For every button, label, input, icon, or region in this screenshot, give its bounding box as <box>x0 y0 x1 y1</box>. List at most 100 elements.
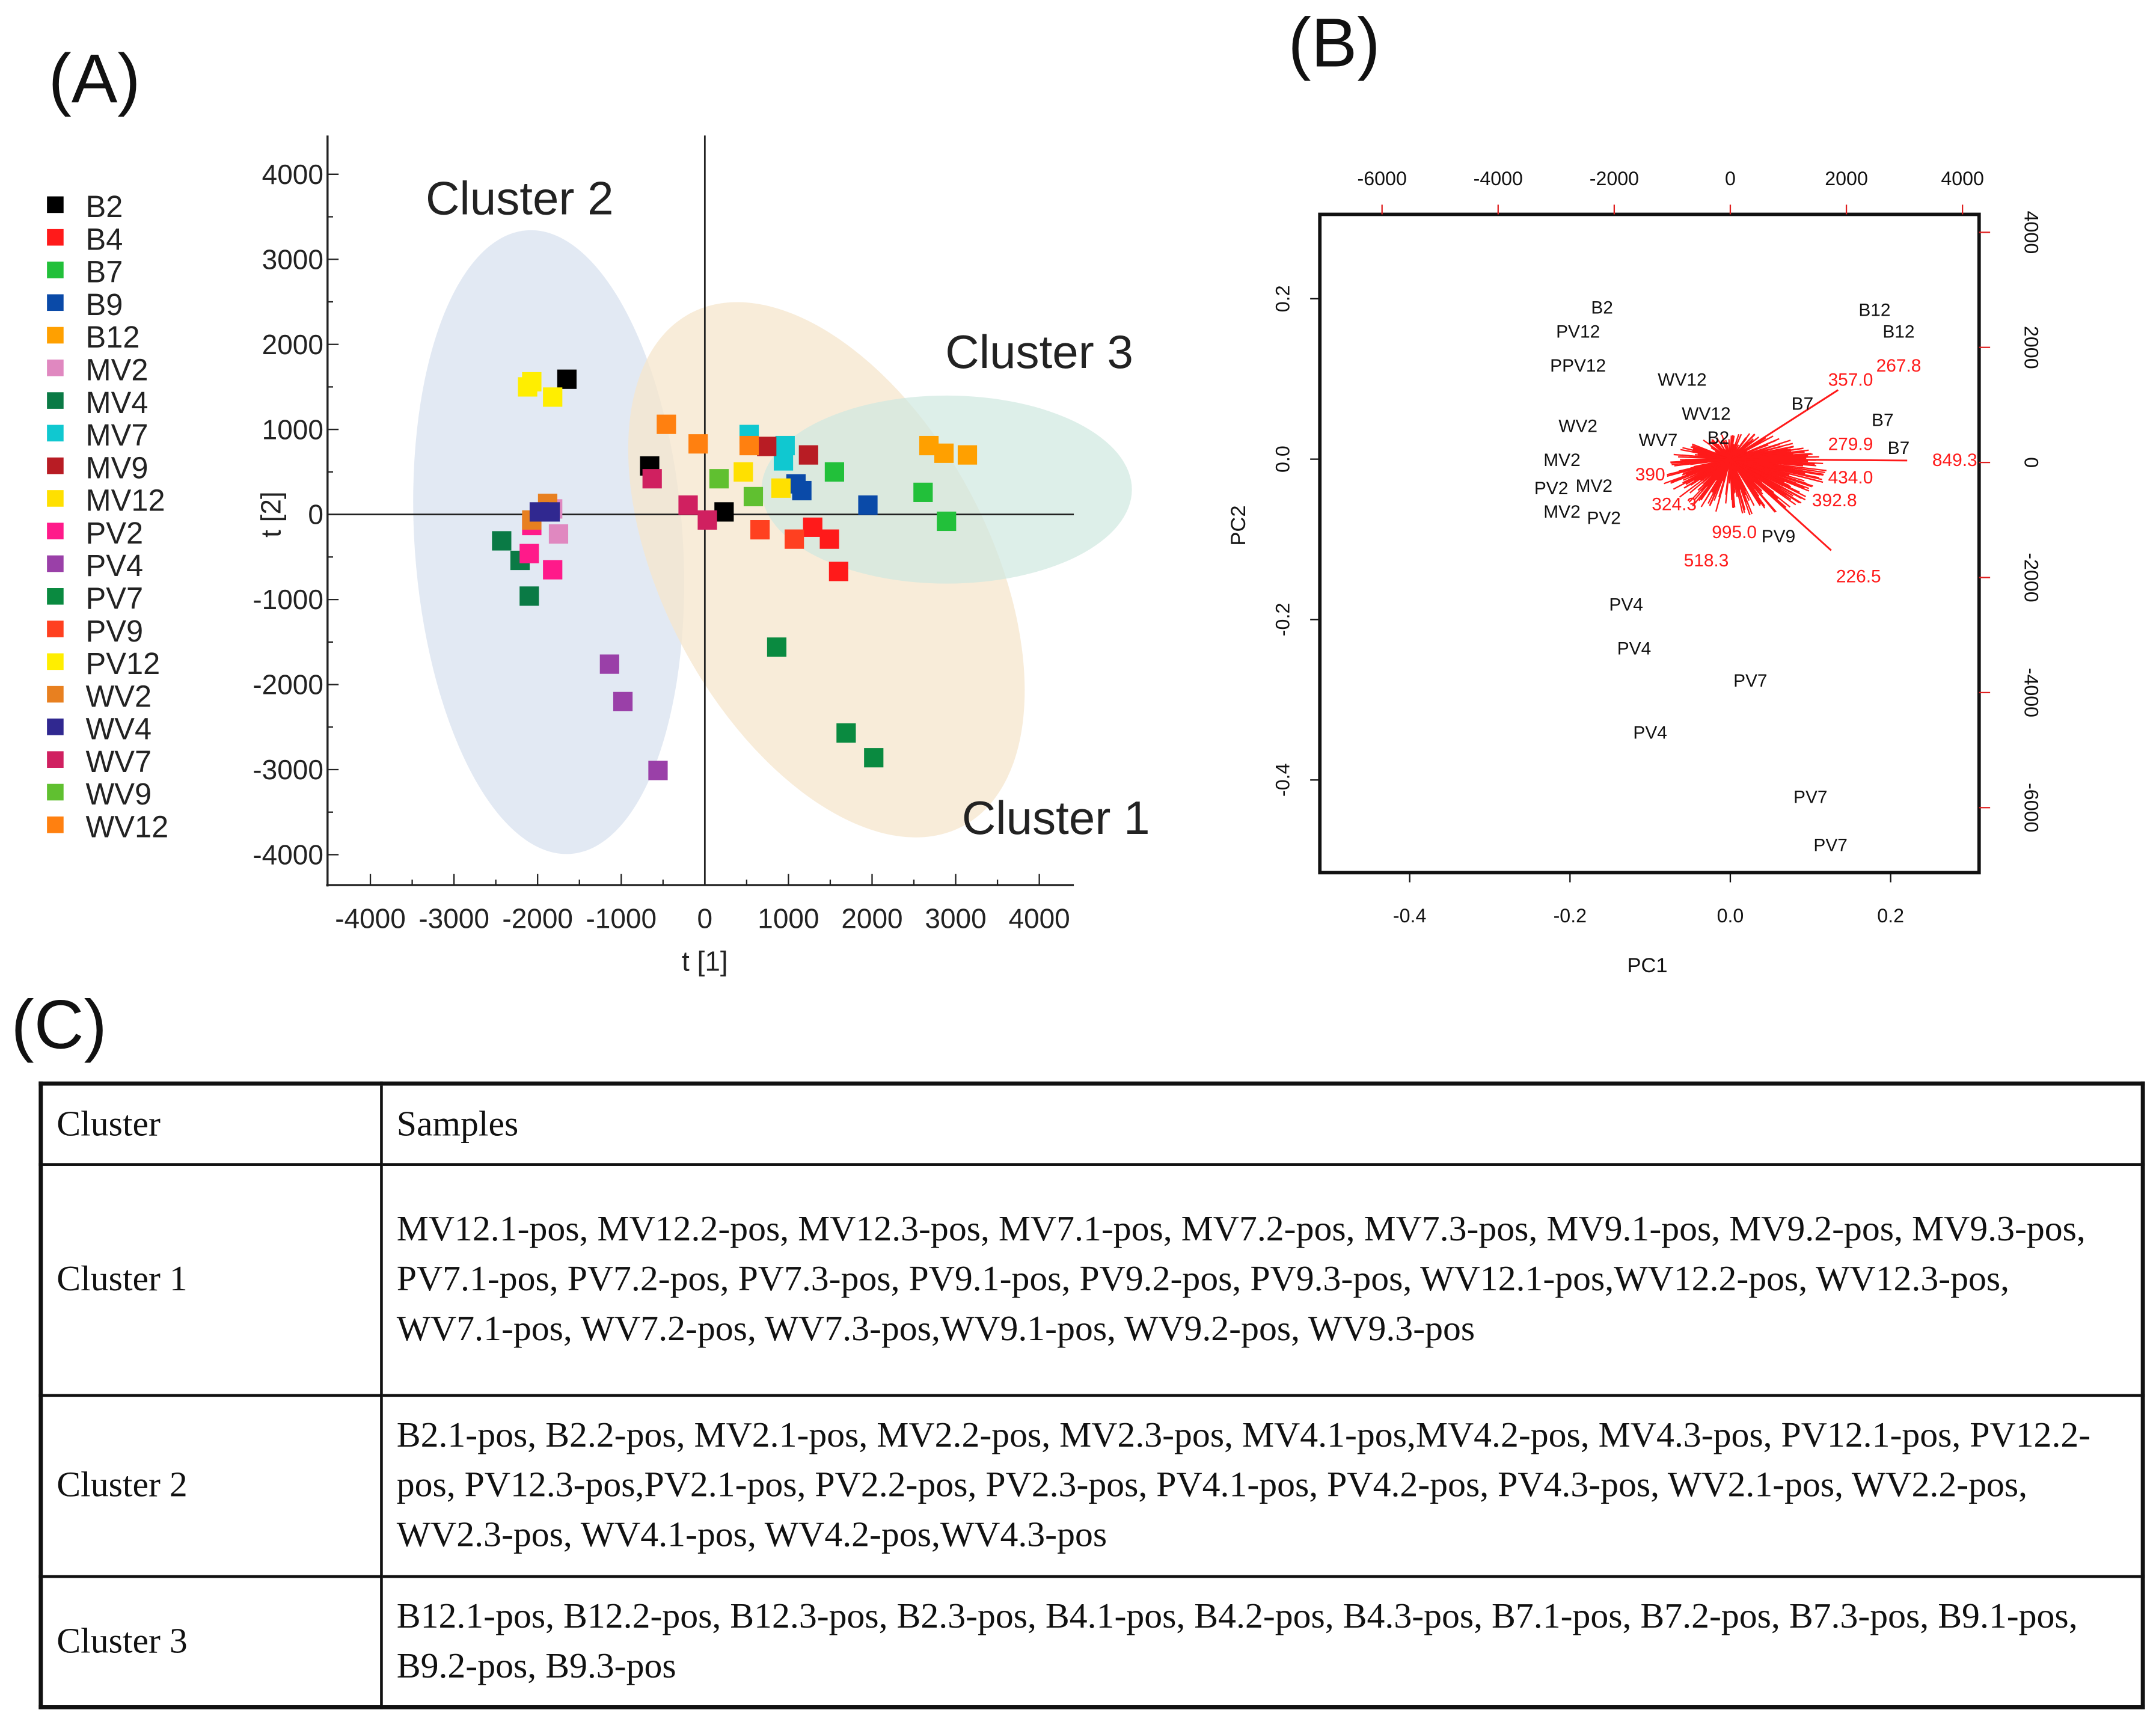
loading-arrow <box>1717 459 1732 504</box>
data-point-PV7 <box>836 723 856 743</box>
data-point-MV9 <box>757 437 777 456</box>
legend-marker <box>47 555 64 572</box>
loading-arrow <box>1730 458 1908 462</box>
cluster-samples: B2.1-pos, B2.2-pos, MV2.1-pos, MV2.2-pos… <box>380 1393 2145 1578</box>
header-cluster: Cluster <box>39 1082 383 1165</box>
legend-label: B12 <box>86 320 140 354</box>
data-point-PV9 <box>785 529 804 549</box>
sample-label: PV9 <box>1762 527 1795 547</box>
y-tick-label: -2000 <box>253 669 323 700</box>
loading-label: 518.3 <box>1684 551 1729 571</box>
loading-label: 995.0 <box>1712 522 1757 542</box>
loading-label: 324.3 <box>1652 494 1697 514</box>
legend-label: MV7 <box>86 418 149 452</box>
sample-label: WV7 <box>1639 431 1678 450</box>
sample-label: MV2 <box>1543 450 1580 470</box>
sample-label: PV7 <box>1813 835 1847 855</box>
data-point-B7 <box>913 482 933 502</box>
x-tick-label: 3000 <box>925 902 986 934</box>
data-point-PV12 <box>543 387 563 407</box>
y-tick-label: 3000 <box>262 244 323 275</box>
loading-arrow <box>1729 440 1734 459</box>
data-point-PV2 <box>543 560 563 580</box>
sample-label: MV2 <box>1543 502 1580 522</box>
cluster-name: Cluster 2 <box>39 1393 383 1578</box>
legend-label: PV9 <box>86 614 144 648</box>
loading-arrow <box>1702 458 1731 482</box>
legend-label: B4 <box>86 222 123 256</box>
data-point-B9 <box>858 495 878 515</box>
x-tick-label: -2000 <box>502 902 573 934</box>
cluster-samples: B12.1-pos, B12.2-pos, B12.3-pos, B2.3-po… <box>380 1574 2145 1709</box>
loading-arrow <box>1729 458 1832 551</box>
x-tick-label: 1000 <box>758 902 819 934</box>
right-tick-label: 0 <box>2021 457 2042 468</box>
legend-label: WV12 <box>86 809 169 844</box>
legend-marker <box>47 653 64 670</box>
sample-label: B12 <box>1882 322 1914 342</box>
x-tick-label: -0.2 <box>1554 905 1587 927</box>
y-axis-title: PC2 <box>1227 505 1250 545</box>
legend-label: WV7 <box>86 744 152 779</box>
legend-label: PV7 <box>86 581 144 615</box>
sample-label: PV4 <box>1609 595 1643 614</box>
loading-label: 849.3 <box>1932 450 1977 470</box>
legend-marker <box>47 294 64 311</box>
legend-marker <box>47 262 64 278</box>
legend-marker <box>47 685 64 703</box>
legend-marker <box>47 719 64 735</box>
y-tick-label: 4000 <box>262 159 323 190</box>
top-tick-label: -2000 <box>1590 168 1639 189</box>
table-header-row: Cluster Samples <box>39 1082 2145 1165</box>
loading-label: 390 <box>1635 465 1665 485</box>
y-axis-title: t [2] <box>256 491 287 538</box>
loading-arrow <box>1730 443 1780 460</box>
legend-label: WV4 <box>86 712 152 746</box>
data-point-PV4 <box>613 691 633 711</box>
y-tick-label: 0.0 <box>1272 446 1294 473</box>
loading-arrow <box>1695 450 1731 460</box>
legend-label: WV2 <box>86 679 152 713</box>
data-point-WV12 <box>688 434 708 454</box>
loading-label: 279.9 <box>1828 434 1873 454</box>
legend-label: B9 <box>86 287 123 322</box>
legend-marker <box>47 326 64 344</box>
legend-label: PV12 <box>86 646 161 681</box>
sample-label: PV2 <box>1587 509 1620 529</box>
legend-label: PV4 <box>86 548 144 583</box>
legend-marker <box>47 522 64 540</box>
legend-label: WV9 <box>86 777 152 811</box>
loading-arrow <box>1729 434 1740 460</box>
data-point-B4 <box>819 529 839 549</box>
data-point-WV4 <box>540 502 560 522</box>
right-tick-label: -6000 <box>2021 783 2042 832</box>
loading-label: 357.0 <box>1828 370 1873 390</box>
data-point-WV12 <box>739 435 759 456</box>
loading-arrow <box>1730 453 1791 460</box>
loading-label: 392.8 <box>1812 491 1857 510</box>
legend-marker <box>47 392 64 409</box>
right-tick-label: -4000 <box>2021 668 2042 717</box>
legend-marker <box>47 360 64 376</box>
legend-marker <box>47 751 64 768</box>
sample-label: PV4 <box>1617 639 1651 659</box>
legend-label: B7 <box>86 255 123 289</box>
cluster-label: Cluster 2 <box>426 171 614 224</box>
panel-label-c: (C) <box>11 985 107 1064</box>
sample-label: PV12 <box>1556 322 1600 342</box>
data-point-PV9 <box>750 519 770 540</box>
x-axis-title: t [1] <box>682 946 728 977</box>
data-point-MV12 <box>733 462 753 482</box>
cluster-name: Cluster 3 <box>39 1574 383 1709</box>
legend-marker <box>47 457 64 474</box>
cluster-label: Cluster 1 <box>962 791 1150 844</box>
data-point-PV7 <box>767 637 787 657</box>
legend-marker <box>47 490 64 507</box>
data-point-MV7 <box>773 451 794 471</box>
data-point-B2 <box>557 369 577 389</box>
x-tick-label: 0.0 <box>1717 905 1744 927</box>
legend-marker <box>47 228 64 246</box>
sample-label: PPV12 <box>1550 356 1606 376</box>
legend-label: MV9 <box>86 450 149 485</box>
